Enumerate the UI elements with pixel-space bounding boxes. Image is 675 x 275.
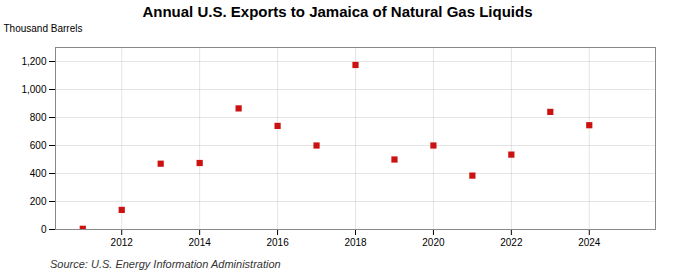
svg-text:2022: 2022: [500, 237, 523, 248]
svg-text:800: 800: [30, 112, 47, 123]
svg-text:2016: 2016: [266, 237, 289, 248]
svg-text:1,200: 1,200: [21, 56, 46, 67]
svg-text:2012: 2012: [111, 237, 134, 248]
svg-text:2018: 2018: [344, 237, 367, 248]
svg-text:0: 0: [41, 224, 47, 235]
svg-text:200: 200: [30, 196, 47, 207]
html-text:Annual U.S. Exports to Jamaica: Annual U.S. Exports to Jamaica of Natura…: [142, 3, 533, 20]
svg-text:2024: 2024: [578, 237, 601, 248]
svg-text:2020: 2020: [422, 237, 445, 248]
svg-text:2014: 2014: [189, 237, 212, 248]
svg-text:1,000: 1,000: [21, 84, 46, 95]
html-text:Source: U.S. Energy Informatio: Source: U.S. Energy Information Administ…: [50, 258, 281, 270]
svg-text:400: 400: [30, 168, 47, 179]
svg-text:600: 600: [30, 140, 47, 151]
svg-text:Thousand Barrels: Thousand Barrels: [4, 23, 83, 34]
